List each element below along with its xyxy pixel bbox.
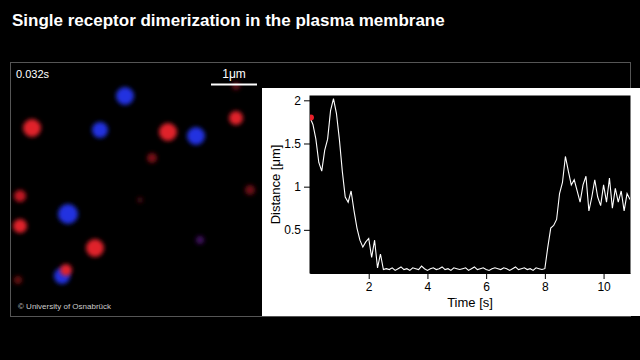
fluorescent-spot [245,185,255,195]
fluorescent-spot [58,204,78,224]
x-tick: 6 [483,273,490,294]
y-tick: 1 [294,180,310,194]
fluorescent-spot [13,219,27,233]
fluorescent-spot [86,239,104,257]
y-axis: 0.5 1 1.5 2 [284,94,310,274]
y-tick-label: 1 [294,180,301,194]
x-tick-mark [369,273,370,279]
fluorescent-spot [23,119,41,137]
x-axis-title: Time [s] [447,295,493,310]
y-tick: 0.5 [284,223,310,237]
copyright: © University of Osnabrück [18,302,112,311]
y-axis-title: Distance [μm] [268,145,283,225]
microscopy [13,82,255,284]
fluorescent-spot [196,236,204,244]
x-tick-mark [545,273,546,279]
y-tick-label: 1.5 [284,137,301,151]
x-tick-mark [486,273,487,279]
background [0,0,640,360]
x-tick-mark [427,273,428,279]
x-tick: 10 [597,273,611,294]
x-tick-label: 8 [542,280,549,294]
y-tick-mark [304,230,310,231]
scale-bar [211,84,257,86]
fluorescent-spot [187,127,205,145]
fluorescent-spot [229,111,243,125]
y-tick-mark [304,143,310,144]
y-tick-label: 0.5 [284,223,301,237]
scale-bar-label: 1μm [222,67,246,81]
x-tick-label: 6 [483,280,490,294]
current-time-marker [310,115,314,121]
distance-line [310,99,630,271]
x-tick-label: 10 [597,280,611,294]
x-tick-label: 2 [366,280,373,294]
x-tick: 8 [542,273,549,294]
timestamp: 0.032s [16,68,50,80]
y-tick: 2 [294,94,310,108]
x-tick-label: 4 [425,280,432,294]
fluorescent-spot [147,153,157,163]
chart-background [262,88,640,316]
y-tick-label: 2 [294,94,301,108]
plot-frame [310,96,630,273]
y-tick-mark [304,187,310,188]
figure: Single receptor dimerization in the plas… [0,0,640,360]
fluorescent-spot [159,123,177,141]
fluorescent-spot [116,87,134,105]
x-tick: 2 [366,273,373,294]
x-tick-mark [604,273,605,279]
fluorescent-spot [232,82,240,90]
fluorescent-spot [14,276,22,284]
title: Single receptor dimerization in the plas… [12,11,445,30]
x-axis: 2 4 6 8 10 [311,273,631,294]
fluorescent-spot [14,190,26,202]
x-tick: 4 [425,273,432,294]
y-tick: 1.5 [284,137,310,151]
fluorescent-spot [92,122,108,138]
plot-marks [310,99,630,271]
y-tick-mark [304,100,310,101]
plot-area [310,96,630,273]
fluorescent-spot [60,264,72,276]
fluorescent-spot [137,197,143,203]
